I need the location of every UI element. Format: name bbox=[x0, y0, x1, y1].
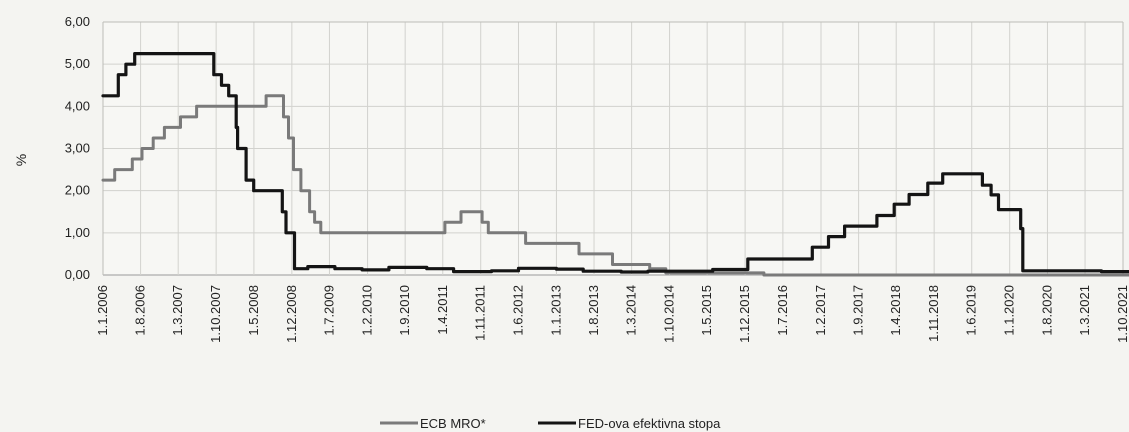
y-tick-label: 6,00 bbox=[65, 14, 90, 29]
x-tick-label: 1.3.2007 bbox=[170, 285, 185, 336]
x-tick-label: 1.6.2019 bbox=[964, 285, 979, 336]
y-tick-label: 1,00 bbox=[65, 225, 90, 240]
x-tick-label: 1.7.2009 bbox=[321, 285, 336, 336]
x-tick-label: 1.12.2008 bbox=[284, 285, 299, 343]
x-tick-label: 1.3.2014 bbox=[624, 285, 639, 336]
x-tick-label: 1.2.2017 bbox=[813, 285, 828, 336]
x-tick-label: 1.10.2021 bbox=[1115, 285, 1129, 343]
y-tick-label: 0,00 bbox=[65, 267, 90, 282]
x-tick-label: 1.1.2020 bbox=[1002, 285, 1017, 336]
y-tick-label: 4,00 bbox=[65, 98, 90, 113]
x-tick-label: 1.8.2020 bbox=[1039, 285, 1054, 336]
x-tick-label: 1.10.2014 bbox=[662, 285, 677, 343]
legend: ECB MRO* FED-ova efektivna stopa bbox=[380, 416, 721, 431]
x-tick-label: 1.1.2013 bbox=[548, 285, 563, 336]
x-tick-label: 1.7.2016 bbox=[775, 285, 790, 336]
x-tick-label: 1.5.2008 bbox=[246, 285, 261, 336]
x-tick-label: 1.1.2006 bbox=[95, 285, 110, 336]
x-tick-label: 1.4.2011 bbox=[435, 285, 450, 335]
x-tick-label: 1.12.2015 bbox=[737, 285, 752, 343]
x-tick-label: 1.8.2013 bbox=[586, 285, 601, 336]
y-axis-label: % bbox=[13, 154, 29, 166]
x-tick-label: 1.8.2006 bbox=[133, 285, 148, 336]
series-line-ecb-mro bbox=[101, 94, 1129, 277]
legend-label: ECB MRO* bbox=[420, 416, 486, 431]
x-tick-label: 1.9.2017 bbox=[851, 285, 866, 336]
y-axis-ticks: 0,00 1,00 2,00 3,00 4,00 5,00 6,00 bbox=[65, 14, 90, 282]
x-tick-label: 1.11.2011 bbox=[473, 285, 488, 341]
x-tick-label: 1.10.2007 bbox=[208, 285, 223, 343]
series-line-fed-effective-rate bbox=[101, 52, 1129, 274]
x-tick-label: 1.9.2010 bbox=[397, 285, 412, 336]
x-tick-label: 1.4.2018 bbox=[888, 285, 903, 336]
y-tick-label: 5,00 bbox=[65, 56, 90, 71]
x-axis-ticks: 1.1.2006 1.8.2006 1.3.2007 1.10.2007 1.5.200… bbox=[95, 285, 1129, 343]
x-tick-label: 1.5.2015 bbox=[699, 285, 714, 336]
series-lines bbox=[101, 52, 1129, 277]
x-tick-label: 1.11.2018 bbox=[926, 285, 941, 342]
x-tick-label: 1.6.2012 bbox=[510, 285, 525, 336]
x-tick-label: 1.3.2021 bbox=[1077, 285, 1092, 336]
y-tick-label: 2,00 bbox=[65, 183, 90, 198]
x-tick-label: 1.2.2010 bbox=[360, 285, 375, 336]
y-tick-label: 3,00 bbox=[65, 141, 90, 156]
legend-label: FED-ova efektivna stopa bbox=[578, 416, 721, 431]
